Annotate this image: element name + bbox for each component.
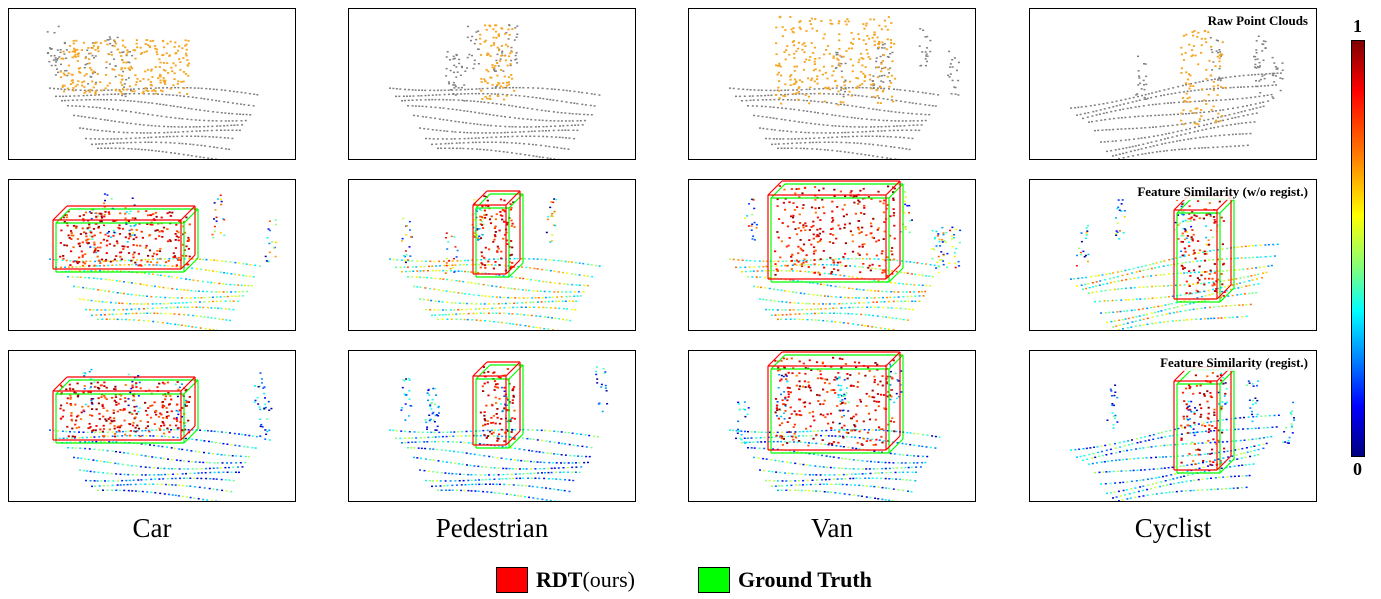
bounding-box-edge	[770, 354, 786, 370]
point-cloud-plot	[1070, 365, 1296, 501]
panel-pedestrian-reg	[348, 350, 636, 502]
points-group	[49, 368, 273, 501]
point-cloud-plot	[49, 193, 278, 330]
panel-car-raw	[8, 8, 296, 160]
bounding-box-edge	[767, 351, 783, 367]
column-label-cyclist: Cyclist	[1134, 513, 1212, 543]
colorbar-min-label: 0	[1353, 459, 1362, 479]
bounding-box-edge	[885, 435, 901, 451]
points-group	[389, 24, 601, 159]
bounding-box-edge	[508, 433, 524, 449]
bounding-box-edge	[1176, 369, 1192, 385]
bounding-box-edge	[180, 254, 196, 270]
points-group	[729, 356, 941, 501]
legend-swatch-green	[698, 567, 730, 593]
panel-car-sim	[8, 179, 296, 331]
bounding-box-edge	[55, 208, 71, 224]
panel-cyclist-raw: Raw Point Clouds	[1029, 8, 1317, 160]
panel-car-reg	[8, 350, 296, 502]
bounding-box-edge	[472, 190, 488, 206]
colorbar	[1351, 40, 1365, 457]
bounding-box-edge	[1219, 369, 1235, 385]
point-cloud-plot	[389, 361, 609, 501]
bounding-box-edge	[183, 257, 199, 273]
bounding-box-edge	[475, 364, 491, 380]
bounding-box-edge	[888, 354, 904, 370]
point-cloud-plot	[389, 190, 601, 330]
bounding-box-edge	[505, 430, 521, 446]
column-label-car: Car	[132, 513, 172, 543]
points-group	[49, 193, 278, 330]
point-cloud-plot	[729, 15, 960, 159]
bounding-box-edge	[1216, 284, 1232, 300]
bounding-box-edge	[770, 183, 786, 199]
bounding-box-edge	[885, 351, 901, 367]
panel-van-sim	[688, 179, 976, 331]
bounding-box-edge	[55, 379, 71, 395]
panel-van-reg	[688, 350, 976, 502]
row-label-reg: Feature Similarity (regist.)	[1158, 355, 1310, 371]
bounding-box-edge	[1219, 198, 1235, 214]
bounding-box-edge	[1219, 458, 1235, 474]
panel-van-raw	[688, 8, 976, 160]
panel-cyclist-sim: Feature Similarity (w/o regist.)	[1029, 179, 1317, 331]
column-label-pedestrian: Pedestrian	[435, 513, 549, 543]
points-group	[389, 366, 609, 501]
bounding-box-edge	[1176, 198, 1192, 214]
row-label-raw: Raw Point Clouds	[1205, 13, 1310, 29]
points-group	[1070, 195, 1279, 330]
point-cloud-plot	[46, 25, 259, 159]
bounding-box-edge	[885, 180, 901, 196]
point-cloud-plot	[389, 24, 601, 159]
colorbar-max-label: 1	[1353, 16, 1362, 36]
bounding-box-edge	[52, 376, 68, 392]
points-group	[729, 185, 962, 330]
bounding-box-edge	[180, 205, 196, 221]
legend-item-gt: Ground Truth	[698, 566, 872, 594]
bounding-box-edge	[505, 361, 521, 377]
bounding-box-edge	[505, 190, 521, 206]
panel-pedestrian-sim	[348, 179, 636, 331]
bounding-box-edge	[767, 180, 783, 196]
points-group	[389, 195, 601, 330]
bounding-box-edge	[472, 361, 488, 377]
legend-label-bold: Ground Truth	[738, 567, 872, 592]
bounding-box-edge	[180, 376, 196, 392]
bounding-box-edge	[183, 208, 199, 224]
legend-label-bold: RDT	[536, 567, 583, 592]
bounding-box-edge	[52, 205, 68, 221]
points-group	[46, 25, 259, 159]
bounding-box-edge	[508, 193, 524, 209]
bounding-box-edge	[475, 193, 491, 209]
bounding-box-edge	[888, 183, 904, 199]
row-label-sim: Feature Similarity (w/o regist.)	[1135, 184, 1310, 200]
bounding-box-edge	[183, 379, 199, 395]
legend-swatch-red	[496, 567, 528, 593]
bounding-box-edge	[508, 364, 524, 380]
point-cloud-plot	[729, 180, 962, 330]
bounding-box-edge	[508, 262, 524, 278]
points-group	[729, 15, 960, 159]
bounding-box-edge	[888, 267, 904, 283]
legend-label-rest: (ours)	[582, 567, 635, 592]
panel-pedestrian-raw	[348, 8, 636, 160]
bounding-box-edge	[1216, 455, 1232, 471]
panel-cyclist-reg: Feature Similarity (regist.)	[1029, 350, 1317, 502]
bounding-box-edge	[505, 259, 521, 275]
bounding-box-edge	[1219, 287, 1235, 303]
bounding-box-edge	[183, 428, 199, 444]
bounding-box-edge	[885, 264, 901, 280]
point-cloud-plot	[49, 368, 273, 501]
points-group	[1070, 365, 1296, 501]
point-cloud-plot	[1070, 195, 1279, 330]
bounding-box-edge	[180, 425, 196, 441]
point-cloud-plot	[729, 351, 941, 501]
point-cloud-plot	[1070, 21, 1284, 159]
points-group	[1070, 21, 1284, 159]
column-label-van: Van	[811, 513, 853, 543]
bounding-box-edge	[888, 438, 904, 454]
legend-item-rdt: RDT (ours)	[496, 566, 635, 594]
